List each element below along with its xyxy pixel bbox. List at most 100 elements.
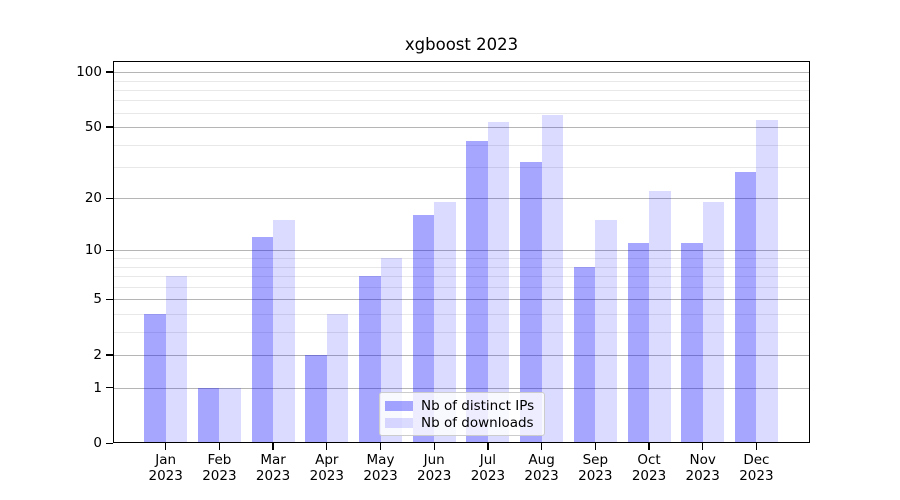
bar-distinct-ips-feb bbox=[197, 387, 220, 444]
y-tick-2 bbox=[106, 354, 113, 356]
x-tick-label-year: 2023 bbox=[202, 467, 237, 484]
y-tick-50 bbox=[106, 126, 113, 128]
x-tick-label-jul: Jul 2023 bbox=[461, 452, 515, 484]
gridline-minor-80 bbox=[114, 89, 810, 91]
y-tick-10 bbox=[106, 249, 113, 252]
y-tick-0 bbox=[106, 442, 113, 444]
bar-downloads-apr bbox=[326, 313, 349, 444]
gridline-minor-8 bbox=[114, 266, 810, 268]
x-tick-jul bbox=[487, 443, 489, 450]
x-tick-label-month: May bbox=[366, 452, 395, 468]
y-tick-label-10: 10 bbox=[84, 242, 102, 259]
legend: Nb of distinct IPs Nb of downloads bbox=[379, 392, 545, 436]
gridline-minor-40 bbox=[114, 144, 810, 146]
x-tick-label-month: Jun bbox=[423, 452, 445, 468]
y-tick-label-50: 50 bbox=[84, 119, 102, 136]
chart-title: xgboost 2023 bbox=[404, 35, 519, 54]
bar-downloads-jan bbox=[165, 276, 188, 444]
x-tick-label-year: 2023 bbox=[363, 467, 398, 484]
gridline-minor-3 bbox=[114, 331, 810, 333]
x-tick-oct bbox=[648, 443, 650, 450]
x-tick-label-year: 2023 bbox=[524, 467, 559, 484]
x-tick-nov bbox=[702, 443, 704, 450]
x-tick-label-month: Dec bbox=[743, 452, 770, 468]
x-tick-label-month: Aug bbox=[528, 452, 555, 468]
bar-downloads-nov bbox=[702, 202, 725, 444]
y-tick-5 bbox=[106, 298, 113, 300]
x-tick-label-nov: Nov 2023 bbox=[676, 452, 730, 484]
y-tick-20 bbox=[106, 197, 113, 200]
x-tick-label-year: 2023 bbox=[255, 467, 291, 484]
x-tick-label-may: May 2023 bbox=[354, 452, 408, 484]
x-tick-label-oct: Oct 2023 bbox=[622, 452, 676, 484]
legend-swatch-downloads bbox=[385, 418, 413, 428]
bar-distinct-ips-aug bbox=[520, 162, 542, 444]
y-tick-100 bbox=[106, 71, 113, 73]
x-tick-dec bbox=[755, 443, 758, 450]
gridline-minor-30 bbox=[114, 167, 810, 169]
bar-downloads-jul bbox=[487, 122, 510, 444]
y-tick-1 bbox=[106, 386, 113, 389]
x-tick-label-jun: Jun 2023 bbox=[407, 452, 461, 484]
x-tick-feb bbox=[218, 443, 221, 450]
gridline-minor-90 bbox=[114, 80, 810, 82]
x-tick-label-feb: Feb 2023 bbox=[192, 452, 246, 484]
y-tick-label-1: 1 bbox=[93, 379, 102, 396]
y-tick-label-0: 0 bbox=[93, 435, 102, 452]
bar-downloads-mar bbox=[273, 220, 295, 444]
x-tick-label-year: 2023 bbox=[739, 467, 774, 484]
gridline-minor-4 bbox=[114, 313, 810, 315]
bar-distinct-ips-dec bbox=[734, 172, 757, 444]
bar-distinct-ips-jan bbox=[144, 313, 166, 444]
legend-swatch-distinct-ips bbox=[385, 401, 413, 411]
x-tick-label-year: 2023 bbox=[470, 467, 506, 484]
y-tick-label-20: 20 bbox=[84, 190, 102, 207]
x-tick-label-month: Feb bbox=[207, 452, 232, 468]
y-tick-label-100: 100 bbox=[76, 64, 102, 81]
bar-distinct-ips-jul bbox=[466, 140, 488, 444]
legend-item-downloads: Nb of downloads bbox=[385, 414, 534, 432]
x-tick-label-year: 2023 bbox=[417, 467, 452, 484]
x-tick-label-month: Nov bbox=[689, 452, 716, 468]
x-tick-mar bbox=[272, 443, 274, 450]
x-tick-label-apr: Apr 2023 bbox=[300, 452, 354, 484]
legend-label-downloads: Nb of downloads bbox=[421, 415, 534, 431]
gridline-major-50 bbox=[114, 127, 810, 129]
bar-distinct-ips-may bbox=[359, 276, 381, 444]
y-tick-label-2: 2 bbox=[93, 346, 102, 363]
x-tick-label-sep: Sep 2023 bbox=[568, 452, 622, 484]
x-tick-label-year: 2023 bbox=[685, 467, 720, 484]
bar-downloads-sep bbox=[595, 220, 617, 444]
bar-downloads-feb bbox=[219, 387, 241, 444]
gridline-major-100 bbox=[114, 72, 810, 74]
x-tick-label-year: 2023 bbox=[578, 467, 613, 484]
x-tick-aug bbox=[540, 443, 543, 450]
bar-downloads-oct bbox=[649, 191, 671, 444]
gridline-major-20 bbox=[114, 198, 810, 200]
x-tick-jun bbox=[433, 443, 435, 450]
bar-distinct-ips-oct bbox=[627, 243, 649, 444]
gridline-major-2 bbox=[114, 354, 810, 356]
x-tick-label-month: Sep bbox=[582, 452, 609, 468]
bar-distinct-ips-apr bbox=[305, 354, 327, 444]
x-tick-label-year: 2023 bbox=[631, 467, 667, 484]
gridline-major-1 bbox=[114, 387, 810, 389]
x-tick-label-mar: Mar 2023 bbox=[246, 452, 300, 484]
legend-label-distinct-ips: Nb of distinct IPs bbox=[421, 398, 535, 414]
x-tick-jan bbox=[165, 443, 167, 450]
x-tick-label-month: Jan bbox=[155, 452, 177, 468]
bar-distinct-ips-jun bbox=[412, 215, 435, 444]
gridline-major-10 bbox=[114, 250, 810, 252]
x-tick-label-month: Apr bbox=[315, 452, 339, 468]
bar-distinct-ips-sep bbox=[573, 266, 596, 444]
x-tick-label-year: 2023 bbox=[148, 467, 183, 484]
gridline-minor-9 bbox=[114, 258, 810, 260]
bar-downloads-dec bbox=[756, 119, 778, 444]
x-tick-apr bbox=[326, 443, 328, 450]
bar-downloads-aug bbox=[541, 115, 564, 444]
x-tick-label-aug: Aug 2023 bbox=[515, 452, 569, 484]
bar-downloads-jun bbox=[434, 202, 456, 444]
